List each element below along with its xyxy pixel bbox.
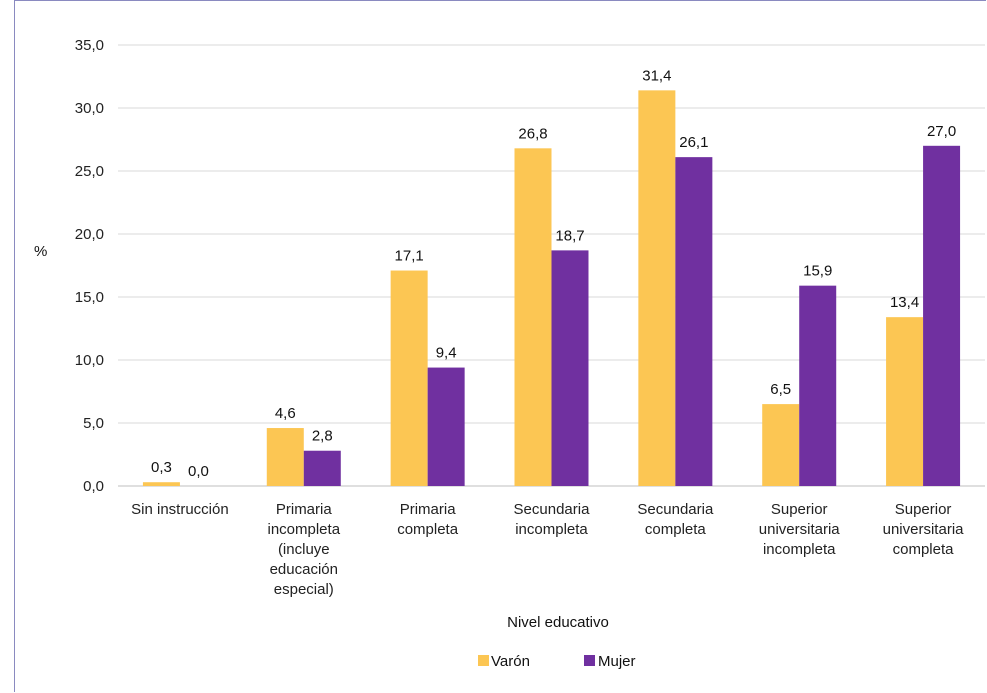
bar-mujer	[799, 285, 837, 486]
y-tick-label: 0,0	[83, 478, 104, 495]
x-tick-label: Primaria incompleta (incluye educación espec…	[268, 501, 341, 598]
legend-label-mujer: Mujer	[598, 653, 636, 670]
y-tick-label: 15,0	[75, 289, 104, 306]
x-tick-label: Secundaria completa	[637, 501, 714, 538]
data-label: 26,8	[518, 125, 547, 142]
x-tick-labels: Sin instrucción Primaria incompleta (incluy…	[131, 501, 964, 598]
bar-mujer	[427, 367, 465, 486]
bar-varon	[142, 482, 180, 486]
x-tick-label: Primaria completa	[397, 501, 459, 538]
y-tick-label: 10,0	[75, 352, 104, 369]
x-tick-label: Superior universitaria completa	[883, 501, 965, 558]
x-tick-label: Secundaria incompleta	[514, 501, 591, 538]
data-label: 15,9	[803, 263, 832, 280]
data-labels: 0,3 0,0 4,6 2,8 17,1 9,4 26,8 18,7 31,4 26,1 6,5 15…	[151, 67, 956, 480]
chart-frame	[14, 0, 986, 692]
bar-varon	[886, 317, 924, 486]
bars	[142, 90, 961, 487]
data-label: 6,5	[770, 381, 791, 398]
y-tick-label: 5,0	[83, 415, 104, 432]
data-label: 9,4	[436, 345, 457, 362]
data-label: 27,0	[927, 123, 956, 140]
y-axis-title: %	[34, 243, 47, 260]
data-label: 17,1	[395, 248, 424, 265]
y-tick-label: 20,0	[75, 226, 104, 243]
data-label: 31,4	[642, 67, 671, 84]
data-label: 26,1	[679, 134, 708, 151]
data-label: 18,7	[555, 227, 584, 244]
bar-varon	[638, 90, 676, 487]
y-tick-label: 30,0	[75, 100, 104, 117]
y-tick-label: 25,0	[75, 163, 104, 180]
legend-swatch-varon	[478, 655, 489, 666]
y-tick-labels: 0,0 5,0 10,0 15,0 20,0 25,0 30,0 35,0	[75, 37, 104, 495]
legend-swatch-mujer	[584, 655, 595, 666]
data-label: 0,3	[151, 459, 172, 476]
x-axis-title: Nivel educativo	[507, 614, 609, 631]
bar-mujer	[923, 145, 961, 487]
bar-mujer	[303, 450, 341, 486]
bar-varon	[390, 270, 428, 486]
data-label: 2,8	[312, 428, 333, 445]
data-label: 13,4	[890, 294, 919, 311]
bar-mujer	[551, 250, 589, 486]
data-label: 0,0	[188, 463, 209, 480]
y-tick-label: 35,0	[75, 37, 104, 54]
legend-label-varon: Varón	[491, 653, 530, 670]
x-tick-label: Sin instrucción	[131, 501, 229, 518]
bar-varon	[514, 148, 552, 486]
x-tick-label: Superior universitaria incompleta	[759, 501, 841, 558]
bar-varon	[266, 428, 304, 486]
data-label: 4,6	[275, 405, 296, 422]
bar-varon	[762, 404, 800, 486]
legend: Varón Mujer	[478, 653, 636, 670]
bar-mujer	[675, 157, 713, 486]
